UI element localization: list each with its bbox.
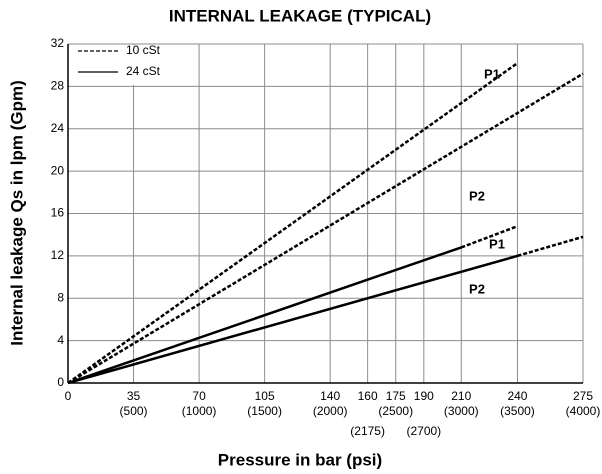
y-tick-label: 8 [57,290,64,304]
y-tick-label: 32 [51,36,65,50]
x-tick-sublabel: (1000) [182,404,217,418]
series-label: P1 [484,66,500,81]
series-line [67,254,518,385]
x-tick-sublabel: (2500) [378,404,413,418]
y-tick-label: 16 [51,206,65,220]
x-tick-sublabel: (4000) [566,404,601,418]
series-label: P2 [469,188,485,203]
y-tick-label: 20 [51,163,65,177]
x-tick-sublabel: (2000) [313,404,348,418]
legend-label: 24 cSt [126,64,161,78]
x-tick-sublabel: (3500) [500,404,535,418]
x-tick-label: 70 [192,389,206,403]
series-label: P2 [469,281,485,296]
x-tick-sublabel: (3000) [444,404,479,418]
series-line [67,246,462,385]
series-line [517,235,584,258]
y-tick-label: 12 [51,248,65,262]
x-tick-sublabel: (2175) [350,424,385,438]
series-line [67,72,584,385]
x-tick-label: 175 [386,389,406,403]
x-tick-label: 140 [320,389,340,403]
y-tick-label: 24 [51,121,65,135]
x-tick-label: 240 [507,389,527,403]
legend-label: 10 cSt [126,43,161,57]
x-tick-label: 0 [65,389,72,403]
x-tick-sublabel: (500) [120,404,148,418]
x-tick-label: 105 [255,389,275,403]
y-tick-label: 4 [57,333,64,347]
series-line [67,62,519,385]
x-tick-label: 190 [414,389,434,403]
x-tick-label: 160 [358,389,378,403]
series-label: P1 [489,236,505,251]
x-tick-sublabel: (2700) [406,424,441,438]
legend-box [70,45,186,85]
y-tick-label: 0 [57,375,64,389]
x-tick-sublabel: (1500) [247,404,282,418]
y-tick-label: 28 [51,79,65,93]
chart-title: INTERNAL LEAKAGE (TYPICAL) [169,6,431,25]
x-tick-label: 35 [127,389,141,403]
series-line [460,225,518,249]
x-tick-label: 275 [573,389,593,403]
x-axis-title: Pressure in bar (psi) [218,450,382,469]
x-tick-label: 210 [451,389,471,403]
y-axis-title: Internal leakage Qs in lpm (Gpm) [7,80,26,345]
